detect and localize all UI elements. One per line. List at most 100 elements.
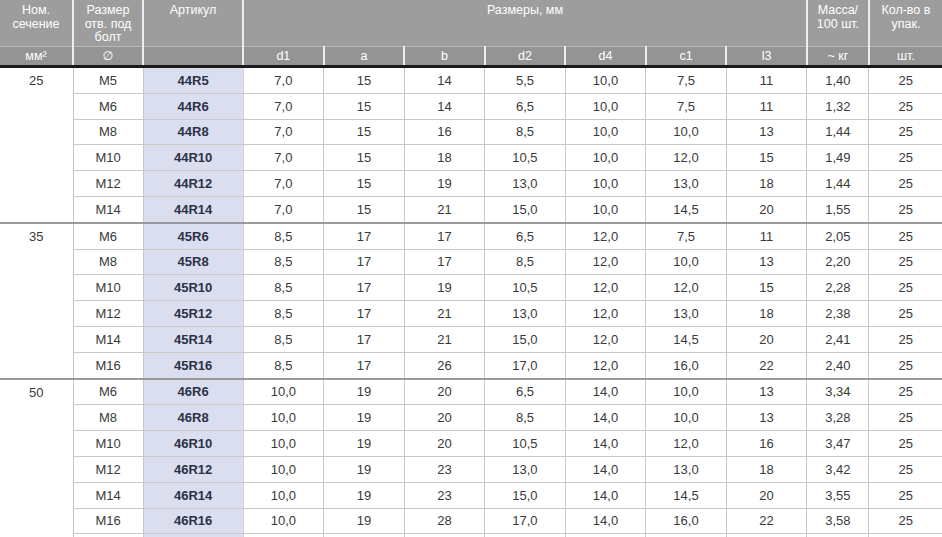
dimension-cell: 20 <box>726 326 807 352</box>
dimension-cell: 20 <box>726 196 807 222</box>
qty-cell: 25 <box>869 249 942 275</box>
qty-cell: 25 <box>869 93 942 119</box>
dimension-cell: 8,5 <box>243 275 324 301</box>
dimension-cell: 8,5 <box>243 352 324 378</box>
article-cell: 45R6 <box>143 223 243 249</box>
dimension-cell: 10,0 <box>646 119 727 145</box>
subheader-l3: l3 <box>726 47 807 67</box>
dimension-cell: 5,5 <box>485 67 566 94</box>
qty-cell: 25 <box>869 145 942 171</box>
article-cell: 45R12 <box>143 301 243 327</box>
table-row: M1246R1210,0192313,014,013,0183,4225 <box>0 456 942 482</box>
subheader-mm2: мм² <box>0 47 73 67</box>
table-row: M846R810,019208,514,010,0133,2825 <box>0 405 942 431</box>
article-cell: 46R14 <box>143 482 243 508</box>
dimension-cell: 7,5 <box>646 223 727 249</box>
dimension-cell: 10,0 <box>243 431 324 457</box>
dimension-cell: 11 <box>726 223 807 249</box>
table-row: M1444R147,0152115,010,014,5201,5525 <box>0 196 942 222</box>
dimension-cell: 17 <box>324 352 405 378</box>
header-mass-per-100: Масса/ 100 шт. <box>807 0 869 47</box>
qty-cell: 25 <box>869 171 942 197</box>
table-row: M845R88,517178,512,010,0132,2025 <box>0 249 942 275</box>
table-row: 25M544R57,015145,510,07,5111,4025 <box>0 67 942 94</box>
dimension-cell: 10,0 <box>565 145 646 171</box>
table-row: 35M645R68,517176,512,07,5112,0525 <box>0 223 942 249</box>
mass-cell: 3,47 <box>807 431 869 457</box>
dimension-cell: 14 <box>404 67 485 94</box>
dimension-cell: 12,0 <box>565 352 646 378</box>
bolt-size-cell: M10 <box>73 145 143 171</box>
dimension-cell: 14,0 <box>565 405 646 431</box>
mass-cell: 2,38 <box>807 301 869 327</box>
dimension-cell: 12,0 <box>565 275 646 301</box>
qty-cell: 25 <box>869 67 942 94</box>
dimension-cell: 16 <box>726 431 807 457</box>
dimension-cell: 19 <box>324 482 405 508</box>
qty-cell: 25 <box>869 223 942 249</box>
dimension-cell: 7,0 <box>243 93 324 119</box>
table-row: M1245R128,5172113,012,013,0182,3825 <box>0 301 942 327</box>
qty-cell: 25 <box>869 431 942 457</box>
dimension-cell: 7,0 <box>243 119 324 145</box>
dimension-cell: 14,0 <box>565 508 646 534</box>
table-header: Ном. сечение Размер отв. под болт Артику… <box>0 0 942 67</box>
dimension-cell: 8,5 <box>485 119 566 145</box>
mass-cell: 3,55 <box>807 482 869 508</box>
dimension-cell: 15 <box>726 275 807 301</box>
dimension-cell: 19 <box>404 171 485 197</box>
dimension-cell: 14,5 <box>646 196 727 222</box>
dimension-cell: 13 <box>726 249 807 275</box>
dimension-cell: 14,0 <box>565 379 646 405</box>
article-cell: 45R16 <box>143 352 243 378</box>
dimension-cell: 10,0 <box>243 482 324 508</box>
dimension-cell: 17 <box>324 326 405 352</box>
bolt-size-cell: M12 <box>73 456 143 482</box>
dimension-cell: 10,5 <box>485 145 566 171</box>
section-cell: 50 <box>0 379 73 537</box>
dimension-cell: 13,0 <box>646 301 727 327</box>
mass-cell: 1,40 <box>807 67 869 94</box>
mass-cell: 1,55 <box>807 196 869 222</box>
dimension-cell: 10,0 <box>646 405 727 431</box>
table-row: M1646R1610,0192817,014,016,0223,5825 <box>0 508 942 534</box>
article-cell: 45R10 <box>143 275 243 301</box>
dimension-cell: 13,0 <box>485 171 566 197</box>
dimension-cell: 7,0 <box>243 145 324 171</box>
dimension-cell: 10,5 <box>485 431 566 457</box>
dimension-cell: 16,0 <box>646 508 727 534</box>
header-qty-per-pack: Кол-во в упак. <box>869 0 942 47</box>
dimension-cell: 15 <box>324 145 405 171</box>
dimension-cell: 14,5 <box>646 482 727 508</box>
dimension-cell: 22 <box>726 508 807 534</box>
dimension-cell: 8,5 <box>485 405 566 431</box>
dimension-cell: 10,0 <box>565 171 646 197</box>
bolt-size-cell: M16 <box>73 352 143 378</box>
bolt-size-cell: M14 <box>73 196 143 222</box>
article-cell: 46R16 <box>143 508 243 534</box>
bolt-size-cell: M14 <box>73 482 143 508</box>
dimension-cell: 15,0 <box>485 326 566 352</box>
dimension-cell: 10,0 <box>646 249 727 275</box>
bolt-size-cell: M16 <box>73 508 143 534</box>
article-cell: 45R14 <box>143 326 243 352</box>
bolt-size-cell: M10 <box>73 431 143 457</box>
bolt-size-cell: M12 <box>73 171 143 197</box>
dimension-cell: 28 <box>404 508 485 534</box>
dimension-cell: 14,0 <box>565 482 646 508</box>
subheader-article-blank <box>143 47 243 67</box>
dimension-cell: 15 <box>324 67 405 94</box>
dimension-cell: 19 <box>324 456 405 482</box>
bolt-size-cell: M6 <box>73 379 143 405</box>
qty-cell: 25 <box>869 301 942 327</box>
table-row: M1645R168,5172617,012,016,0222,4025 <box>0 352 942 378</box>
dimension-cell: 17,0 <box>485 352 566 378</box>
product-spec-table: Ном. сечение Размер отв. под болт Артику… <box>0 0 942 537</box>
qty-cell: 25 <box>869 405 942 431</box>
dimension-cell: 16 <box>404 119 485 145</box>
mass-cell: 1,32 <box>807 93 869 119</box>
dimension-cell: 12,0 <box>646 275 727 301</box>
dimension-cell: 12,0 <box>646 145 727 171</box>
header-nominal-section: Ном. сечение <box>0 0 73 47</box>
dimension-cell: 16,0 <box>646 352 727 378</box>
